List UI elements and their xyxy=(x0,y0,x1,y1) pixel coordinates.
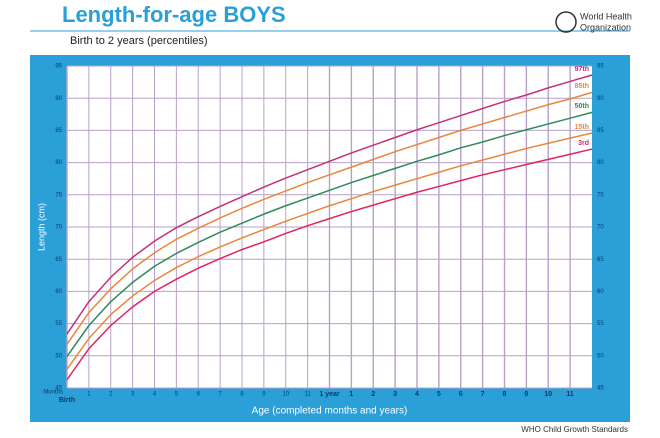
footer: WHO Child Growth Standards xyxy=(521,425,628,434)
x-tick-label: 6 xyxy=(197,392,201,398)
title: Length-for-age BOYS xyxy=(62,2,286,27)
x-tick-label: 1 xyxy=(349,391,353,398)
x-axis-title: Age (completed months and years) xyxy=(252,406,408,417)
x-tick-label: 11 xyxy=(566,391,574,398)
x-tick-label: 3 xyxy=(393,391,397,398)
x-tick-label: Birth xyxy=(59,397,75,404)
series-label: 85th xyxy=(575,83,589,90)
percentile-line xyxy=(66,111,593,357)
x-tick-label: 10 xyxy=(544,391,552,398)
series-label: 50th xyxy=(575,103,589,110)
x-tick-label: 1 xyxy=(87,392,91,398)
x-tick-label: 5 xyxy=(437,391,441,398)
y-tick-label: 75 xyxy=(597,192,604,198)
y-tick-label: 70 xyxy=(55,225,62,231)
x-tick-label: 9 xyxy=(262,392,266,398)
y-tick-label: 65 xyxy=(55,257,62,263)
x-tick-label: 10 xyxy=(282,392,289,398)
y-tick-label: 95 xyxy=(597,64,604,70)
x-tick-label: 9 xyxy=(524,391,528,398)
x-tick-label: 4 xyxy=(415,391,419,398)
x-tick-label: 2 xyxy=(109,392,113,398)
series-label: 3rd xyxy=(578,140,589,147)
org-name: World Health xyxy=(580,11,632,21)
x-tick-label: 8 xyxy=(240,392,244,398)
y-tick-label: 60 xyxy=(597,289,604,295)
percentile-line xyxy=(66,91,593,345)
y-tick-label: 45 xyxy=(597,386,604,392)
x-tick-label: 4 xyxy=(153,392,157,398)
y-tick-label: 75 xyxy=(55,192,62,198)
y-axis-title: Length (cm) xyxy=(36,203,46,251)
y-tick-label: 50 xyxy=(55,353,62,359)
x-tick-label: 5 xyxy=(175,392,179,398)
x-unit: Months xyxy=(43,390,63,396)
y-tick-label: 55 xyxy=(55,321,62,327)
x-tick-label: 7 xyxy=(218,392,222,398)
x-tick-label: 7 xyxy=(481,391,485,398)
x-tick-label: 6 xyxy=(459,391,463,398)
subtitle: Birth to 2 years (percentiles) xyxy=(70,35,208,47)
x-tick-label: 2 xyxy=(371,391,375,398)
who-logo xyxy=(555,11,577,33)
org-name: Organization xyxy=(580,22,631,32)
y-tick-label: 85 xyxy=(55,128,62,134)
y-tick-label: 60 xyxy=(55,289,62,295)
x-tick-label: 11 xyxy=(305,392,312,398)
y-tick-label: 55 xyxy=(597,321,604,327)
x-tick-label: 8 xyxy=(503,391,507,398)
y-tick-label: 80 xyxy=(55,160,62,166)
percentile-line xyxy=(66,74,593,335)
y-tick-label: 80 xyxy=(597,160,604,166)
y-tick-label: 95 xyxy=(55,64,62,70)
y-tick-label: 85 xyxy=(597,128,604,134)
percentile-line xyxy=(66,148,593,381)
y-tick-label: 90 xyxy=(597,96,604,102)
y-tick-label: 90 xyxy=(55,96,62,102)
series-label: 97th xyxy=(575,66,589,73)
x-tick-label: 3 xyxy=(131,392,135,398)
y-tick-label: 45 xyxy=(55,386,62,392)
series-label: 15th xyxy=(575,124,589,131)
percentile-line xyxy=(66,132,593,370)
y-tick-label: 50 xyxy=(597,353,604,359)
y-tick-label: 70 xyxy=(597,225,604,231)
x-tick-label: 1 year xyxy=(319,391,340,398)
y-tick-label: 65 xyxy=(597,257,604,263)
